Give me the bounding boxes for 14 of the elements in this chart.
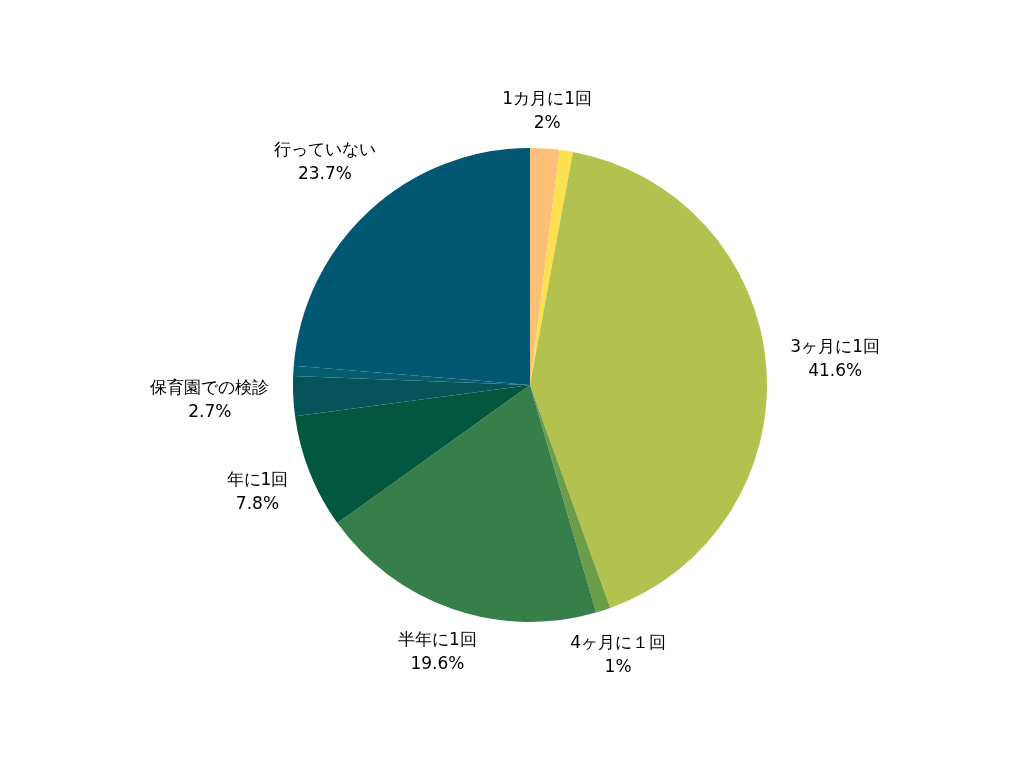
slice-label: 年に1回 [226,469,289,490]
slice-label: 1カ月に1回 [502,88,592,109]
data-label: 19.6% [410,652,465,673]
slice-label: 保育園での検診 [150,376,270,397]
slice-label: 行っていない [273,138,376,159]
slice-label: 半年に1回 [398,628,477,649]
data-label: 1% [604,656,632,677]
data-label: 7.8% [235,493,280,514]
slice-label: 3ヶ月に1回 [790,336,880,357]
data-label: 23.7% [297,162,352,183]
slice-label: 4ヶ月に１回 [570,632,666,653]
data-label: 2% [533,112,561,133]
data-label: 41.6% [808,360,863,381]
data-label: 2.7% [188,400,232,421]
